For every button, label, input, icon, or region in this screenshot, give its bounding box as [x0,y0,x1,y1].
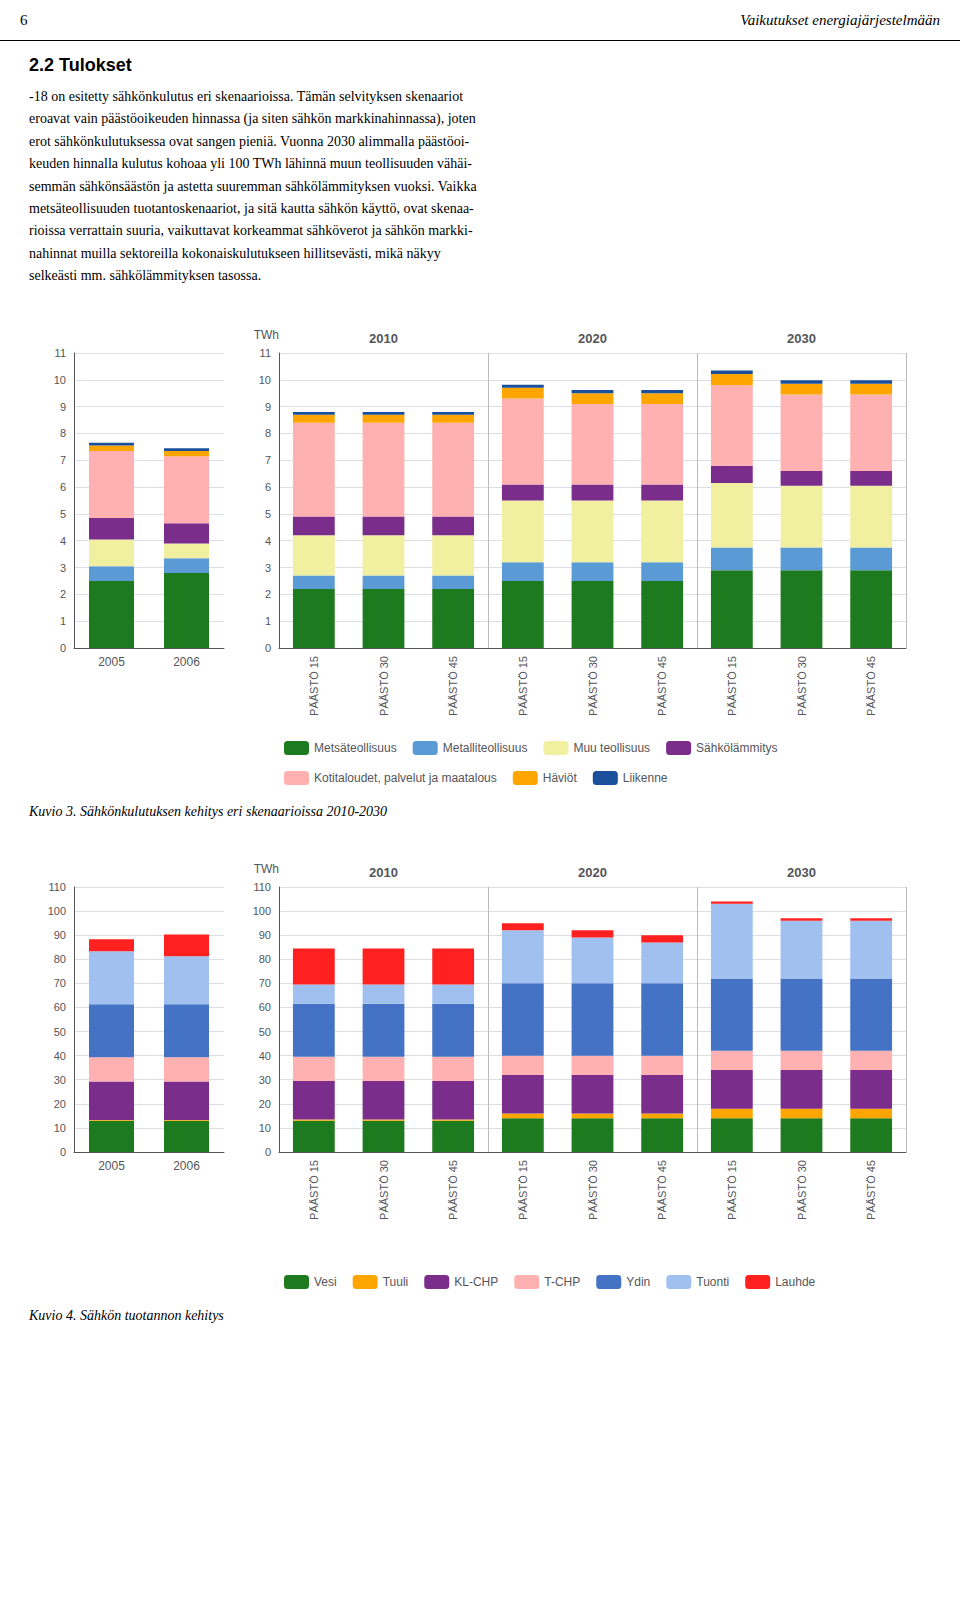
svg-text:3: 3 [265,561,271,573]
svg-text:6: 6 [60,481,66,493]
svg-text:0: 0 [60,642,66,654]
svg-text:4: 4 [265,534,271,546]
svg-text:PÄÄSTÖ 30: PÄÄSTÖ 30 [378,656,390,716]
svg-text:50: 50 [54,1025,66,1037]
svg-text:30: 30 [54,1073,66,1085]
svg-text:40: 40 [259,1049,271,1061]
svg-text:TWh: TWh [254,328,279,342]
svg-text:8: 8 [60,427,66,439]
svg-text:110: 110 [253,881,271,893]
svg-text:2005: 2005 [98,1159,125,1173]
svg-text:PÄÄSTÖ 15: PÄÄSTÖ 15 [726,656,738,716]
svg-text:Kotitaloudet, palvelut ja maat: Kotitaloudet, palvelut ja maatalous [314,771,497,785]
svg-text:10: 10 [54,373,66,385]
svg-text:0: 0 [265,642,271,654]
svg-text:8: 8 [265,427,271,439]
svg-text:PÄÄSTÖ 30: PÄÄSTÖ 30 [796,656,808,716]
svg-text:PÄÄSTÖ 15: PÄÄSTÖ 15 [517,1160,529,1220]
svg-text:10: 10 [259,373,271,385]
svg-text:2010: 2010 [369,865,398,880]
html-text:Kuvio 4. Sähkön tuotannon kehi: Kuvio 4. Sähkön tuotannon kehitys [29,1307,224,1323]
svg-text:PÄÄSTÖ 45: PÄÄSTÖ 45 [656,1160,668,1220]
svg-text:TWh: TWh [254,862,279,876]
svg-text:40: 40 [54,1049,66,1061]
svg-text:3: 3 [60,561,66,573]
svg-text:PÄÄSTÖ 45: PÄÄSTÖ 45 [656,656,668,716]
svg-text:PÄÄSTÖ 45: PÄÄSTÖ 45 [447,656,459,716]
svg-text:11: 11 [260,347,271,359]
svg-text:100: 100 [253,905,271,917]
svg-text:10: 10 [259,1121,271,1133]
svg-text:Vesi: Vesi [314,1275,337,1289]
svg-text:Häviöt: Häviöt [543,771,578,785]
svg-text:PÄÄSTÖ 30: PÄÄSTÖ 30 [796,1160,808,1220]
html-text:Kuvio 3. Sähkönkulutuksen kehi: Kuvio 3. Sähkönkulutuksen kehitys eri sk… [29,803,388,819]
svg-text:2: 2 [265,588,271,600]
svg-text:PÄÄSTÖ 15: PÄÄSTÖ 15 [308,1160,320,1220]
svg-text:1: 1 [265,615,271,627]
svg-text:90: 90 [259,929,271,941]
svg-text:2005: 2005 [98,655,125,669]
svg-text:Sähkölämmitys: Sähkölämmitys [696,741,777,755]
svg-text:KL-CHP: KL-CHP [454,1275,498,1289]
svg-text:1: 1 [60,615,66,627]
svg-text:70: 70 [259,977,271,989]
html-text:Vaikutukset energiajärjestelmä: Vaikutukset energiajärjestelmään [740,11,940,28]
svg-text:4: 4 [60,534,66,546]
svg-text:PÄÄSTÖ 15: PÄÄSTÖ 15 [517,656,529,716]
svg-text:2030: 2030 [787,331,816,346]
svg-text:110: 110 [48,881,66,893]
svg-text:20: 20 [259,1097,271,1109]
svg-text:PÄÄSTÖ 30: PÄÄSTÖ 30 [587,656,599,716]
svg-text:2030: 2030 [787,865,816,880]
svg-text:PÄÄSTÖ 45: PÄÄSTÖ 45 [447,1160,459,1220]
svg-text:PÄÄSTÖ 15: PÄÄSTÖ 15 [308,656,320,716]
html-text:-18 on esitetty sähkönkulutus: -18 on esitetty sähkönkulutus eri skenaa… [29,89,477,284]
svg-text:90: 90 [54,929,66,941]
svg-text:7: 7 [265,454,271,466]
html-text:2.2 Tulokset: 2.2 Tulokset [29,55,132,75]
svg-text:Metalliteollisuus: Metalliteollisuus [443,741,528,755]
svg-text:T-CHP: T-CHP [544,1275,580,1289]
svg-text:5: 5 [265,507,271,519]
svg-text:Metsäteollisuus: Metsäteollisuus [314,741,397,755]
svg-text:2006: 2006 [173,1159,200,1173]
svg-text:2020: 2020 [578,865,607,880]
svg-text:9: 9 [265,400,271,412]
svg-text:0: 0 [265,1146,271,1158]
svg-text:PÄÄSTÖ 30: PÄÄSTÖ 30 [587,1160,599,1220]
svg-text:80: 80 [54,953,66,965]
svg-text:Tuonti: Tuonti [696,1275,729,1289]
svg-text:100: 100 [48,905,66,917]
svg-text:PÄÄSTÖ 45: PÄÄSTÖ 45 [865,656,877,716]
svg-text:11: 11 [55,347,66,359]
svg-text:PÄÄSTÖ 30: PÄÄSTÖ 30 [378,1160,390,1220]
svg-text:PÄÄSTÖ 15: PÄÄSTÖ 15 [726,1160,738,1220]
svg-text:50: 50 [259,1025,271,1037]
svg-text:Ydin: Ydin [626,1275,650,1289]
svg-text:70: 70 [54,977,66,989]
svg-text:Muu teollisuus: Muu teollisuus [573,741,650,755]
svg-text:2: 2 [60,588,66,600]
svg-text:5: 5 [60,507,66,519]
svg-text:60: 60 [54,1001,66,1013]
svg-text:0: 0 [60,1146,66,1158]
svg-text:2006: 2006 [173,655,200,669]
html-text:6: 6 [20,11,28,28]
svg-text:7: 7 [60,454,66,466]
svg-text:Lauhde: Lauhde [775,1275,815,1289]
svg-text:6: 6 [265,481,271,493]
svg-text:30: 30 [259,1073,271,1085]
svg-text:2010: 2010 [369,331,398,346]
svg-text:10: 10 [54,1121,66,1133]
svg-text:Tuuli: Tuuli [383,1275,409,1289]
svg-text:60: 60 [259,1001,271,1013]
svg-text:80: 80 [259,953,271,965]
svg-text:20: 20 [54,1097,66,1109]
svg-text:PÄÄSTÖ 45: PÄÄSTÖ 45 [865,1160,877,1220]
svg-text:2020: 2020 [578,331,607,346]
svg-text:9: 9 [60,400,66,412]
svg-text:Liikenne: Liikenne [623,771,668,785]
